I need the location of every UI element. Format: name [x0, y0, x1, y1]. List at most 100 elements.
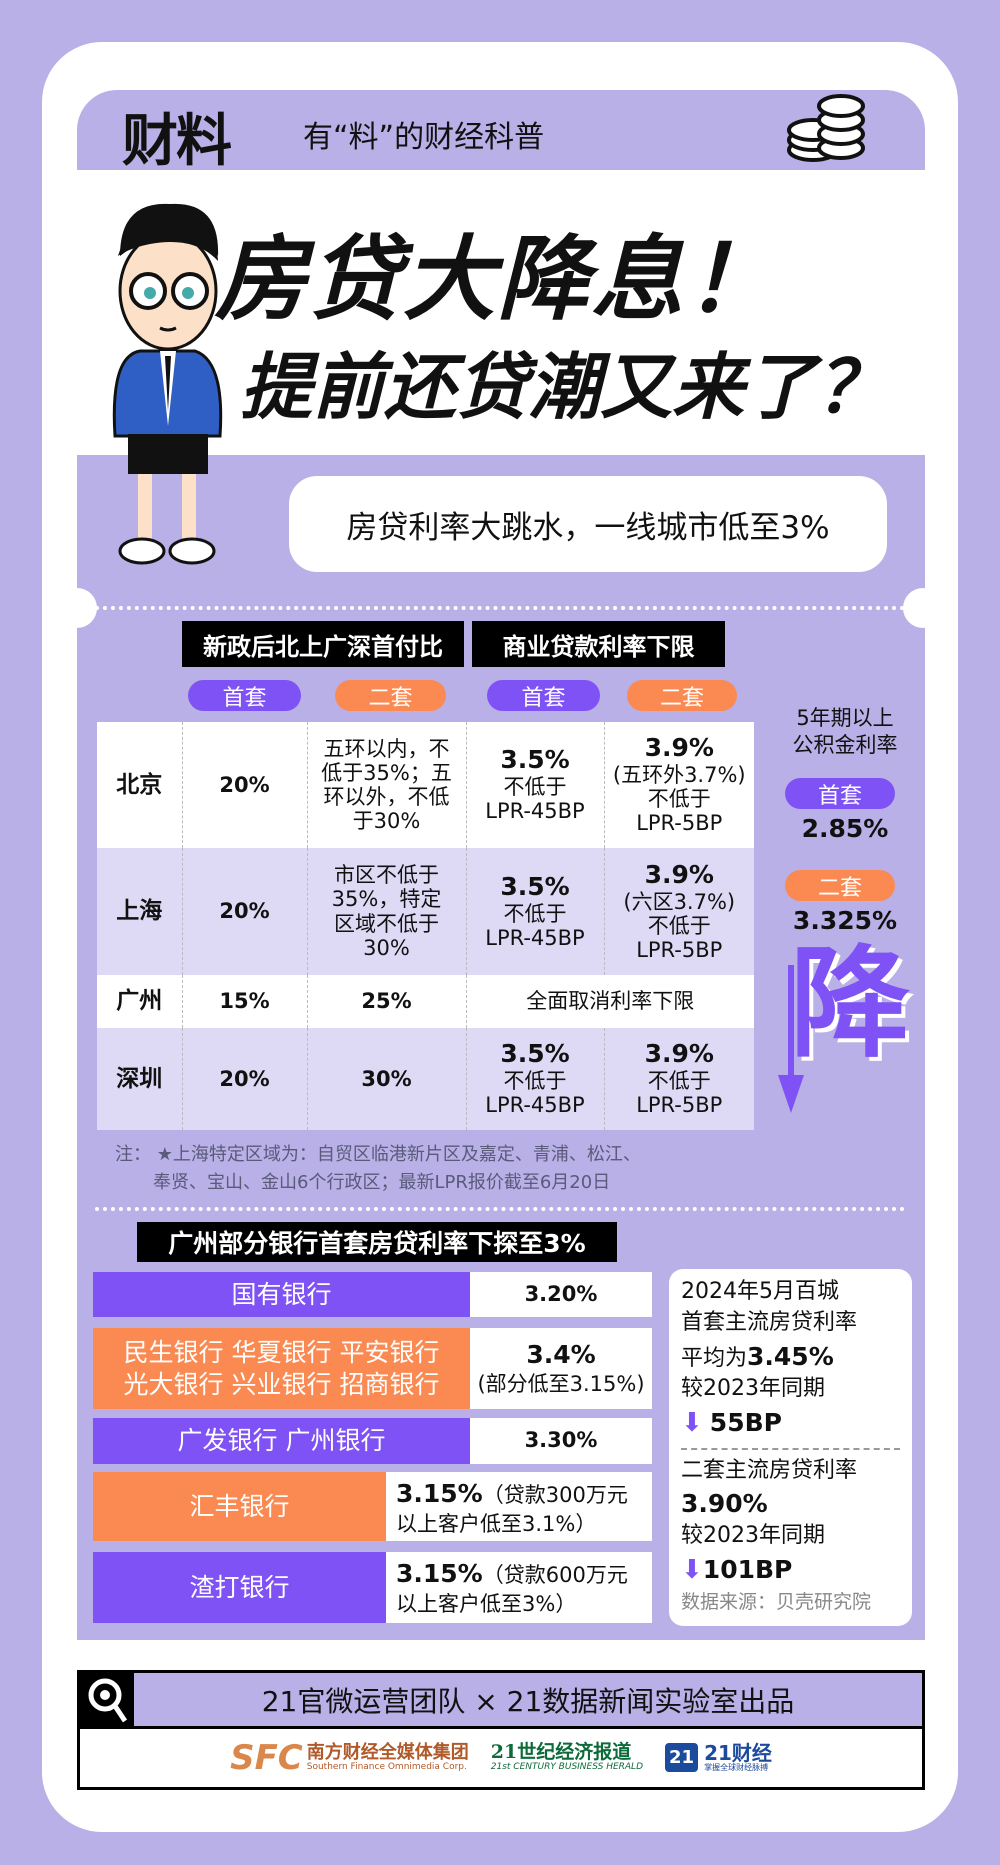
divider [95, 1207, 905, 1211]
fund-rate-title: 5年期以上 公积金利率 [775, 705, 915, 760]
fund-pill-first: 首套 [785, 778, 895, 809]
rate-lpr: LPR-5BP [636, 811, 723, 836]
summary-avg-second: 3.90% [681, 1489, 768, 1519]
rate-lpr: LPR-45BP [485, 799, 585, 824]
down-payment-second: 市区不低于35%，特定区域不低于30% [306, 848, 466, 975]
rate-second: 3.9% 不低于 LPR-5BP [603, 1028, 754, 1130]
rate-sub: 不低于 [647, 1069, 711, 1094]
footer: 21官微运营团队 × 21数据新闻实验室出品 SFC 南方财经全媒体集团 Sout… [77, 1670, 925, 1790]
fund-title-line1: 5年期以上 [796, 706, 894, 730]
banks-title: 广州部分银行首套房贷利率下探至3% [137, 1222, 617, 1262]
city-policy-table: 北京 20% 五环以内，不低于35%；五环以外，不低于30% 3.5% 不低于 LP… [97, 722, 754, 1130]
summary-avg-first: 3.45% [747, 1341, 834, 1371]
footer-credit-row: 21官微运营团队 × 21数据新闻实验室出品 [80, 1673, 922, 1729]
rate: 3.5% [500, 745, 570, 775]
title-line2: 提前还贷潮又来了？ [240, 345, 889, 429]
rate-first: 3.5% 不低于 LPR-45BP [465, 848, 604, 975]
rate: 3.9% [644, 1039, 714, 1069]
drop-second: 101BP [702, 1555, 793, 1585]
rate: 3.5% [500, 871, 570, 901]
herald-name: 21世纪经济报道 [490, 1741, 632, 1764]
bank-row: 汇丰银行 3.15%（贷款300万元以上客户低至3.1%） [93, 1472, 652, 1541]
arrow-down-icon [778, 965, 804, 1113]
brand-logo: 财料 [122, 109, 232, 174]
search-icon [80, 1673, 134, 1726]
summary-line: 2024年5月百城 [681, 1279, 839, 1304]
summary-divider [681, 1447, 900, 1450]
summary-line: 较2023年同期 [681, 1523, 825, 1549]
coins-icon [787, 94, 865, 162]
bank-row: 国有银行 3.20% [93, 1272, 652, 1317]
summary-line: 首套主流房贷利率 [681, 1309, 858, 1335]
down-payment-first: 15% [181, 975, 307, 1028]
table-row: 广州 15% 25% 全面取消利率下限 [97, 975, 754, 1028]
rate-lpr: LPR-5BP [636, 1093, 723, 1118]
pill-first-home-rate: 首套 [487, 680, 600, 711]
rate-lpr: LPR-45BP [485, 1093, 585, 1118]
21caijing-logo: 21 21财经 掌握全球财经脉搏 [665, 1741, 772, 1773]
header-band [77, 90, 925, 170]
bank-name: 渣打银行 [93, 1552, 386, 1623]
rate-lpr: LPR-5BP [636, 937, 723, 962]
city: 上海 [116, 898, 163, 925]
footnote-line2: 奉贤、宝山、金山6个行政区；最新LPR报价截至6月20日 [153, 1171, 611, 1193]
down-payment-second: 五环以内，不低于35%；五环以外，不低于30% [306, 722, 466, 848]
bank-rate: 3.15%（贷款600万元以上客户低至3%） [386, 1552, 652, 1623]
down-payment-second: 25% [306, 975, 466, 1028]
21caijing-name: 21财经 [704, 1741, 772, 1766]
divider [95, 606, 905, 610]
fund-first-value: 2.85% [801, 814, 889, 843]
summary-line: 二套主流房贷利率 [681, 1457, 858, 1483]
table-row: 深圳 20% 30% 3.5% 不低于 LPR-45BP 3.9% 不低于 LPR-5B… [97, 1028, 754, 1130]
rate-note: (五环外3.7%) [612, 763, 746, 788]
sfc-mark: SFC [230, 1738, 303, 1778]
rate-sub: 不低于 [503, 775, 567, 800]
partner-logos: SFC 南方财经全媒体集团 Southern Finance Omnimedia … [80, 1729, 922, 1787]
rate-sub: 不低于 [647, 787, 711, 812]
summary-drop: ⬇101BP [681, 1552, 900, 1588]
cartoon-character [112, 203, 223, 565]
footnote: 注： ★上海特定区域为：自贸区临港新片区及嘉定、青浦、松江、 奉贤、宝山、金山6… [115, 1141, 641, 1197]
bank-rate: 3.20% [470, 1272, 652, 1317]
bank-row: 民生银行 华夏银行 平安银行 光大银行 兴业银行 招商银行 3.4% (部分低至3… [93, 1328, 652, 1409]
rate-sub: 不低于 [503, 901, 567, 926]
decline-char: 降 [790, 935, 910, 1074]
down-payment-second: 30% [306, 1028, 466, 1130]
bank-rate: 3.4% (部分低至3.15%) [470, 1328, 652, 1409]
sfc-logo: SFC 南方财经全媒体集团 Southern Finance Omnimedia … [230, 1738, 469, 1778]
credit-text: 21官微运营团队 × 21数据新闻实验室出品 [134, 1673, 922, 1726]
rate-value: 3.15% [396, 1559, 483, 1588]
bank-rate: 3.15%（贷款300万元以上客户低至3.1%） [386, 1472, 652, 1541]
summary-line: 平均为3.45% [681, 1339, 900, 1375]
rate-sub: （贷款300万元以上客户低至3.1%） [396, 1483, 628, 1536]
rate: 3.9% [644, 859, 714, 889]
sfc-name: 南方财经全媒体集团 [306, 1741, 469, 1763]
notch-left [57, 588, 97, 628]
bank-rate: 3.30% [470, 1418, 652, 1464]
summary-card: 2024年5月百城 首套主流房贷利率 平均为3.45% 较2023年同期 ⬇ 5… [669, 1269, 912, 1626]
city: 北京 [116, 771, 163, 798]
rate-second: 3.9% (五环外3.7%) 不低于 LPR-5BP [603, 722, 754, 848]
rate-note: (六区3.7%) [623, 889, 736, 914]
header-down-payment: 新政后北上广深首付比 [182, 621, 464, 667]
fund-pill-second: 二套 [785, 870, 895, 901]
rate-sub: (部分低至3.15%) [477, 1372, 645, 1397]
bank-name: 民生银行 华夏银行 平安银行 光大银行 兴业银行 招商银行 [93, 1328, 470, 1409]
sfc-name-en: Southern Finance Omnimedia Corp. [306, 1761, 467, 1772]
drop-first: 55BP [709, 1408, 782, 1438]
rate-sub: （贷款600万元以上客户低至3%） [396, 1563, 628, 1616]
arrow-down-icon: ⬇ [681, 1408, 703, 1439]
city: 深圳 [116, 1065, 163, 1092]
pill-second-home-rate: 二套 [627, 680, 737, 711]
table-row: 北京 20% 五环以内，不低于35%；五环以外，不低于30% 3.5% 不低于 LP… [97, 722, 754, 848]
rate: 3.5% [500, 1039, 570, 1069]
21caijing-tagline: 掌握全球财经脉搏 [704, 1763, 769, 1773]
slogan: 有“料”的财经科普 [303, 120, 545, 155]
pill-first-home: 首套 [188, 680, 301, 711]
header-commercial-rate: 商业贷款利率下限 [472, 621, 725, 667]
fund-second-value: 3.325% [792, 906, 898, 935]
rate-lpr: LPR-45BP [485, 925, 585, 950]
down-payment-first: 20% [181, 848, 307, 975]
data-source: 数据来源：贝壳研究院 [681, 1590, 872, 1613]
bank-row: 广发银行 广州银行 3.30% [93, 1418, 652, 1464]
